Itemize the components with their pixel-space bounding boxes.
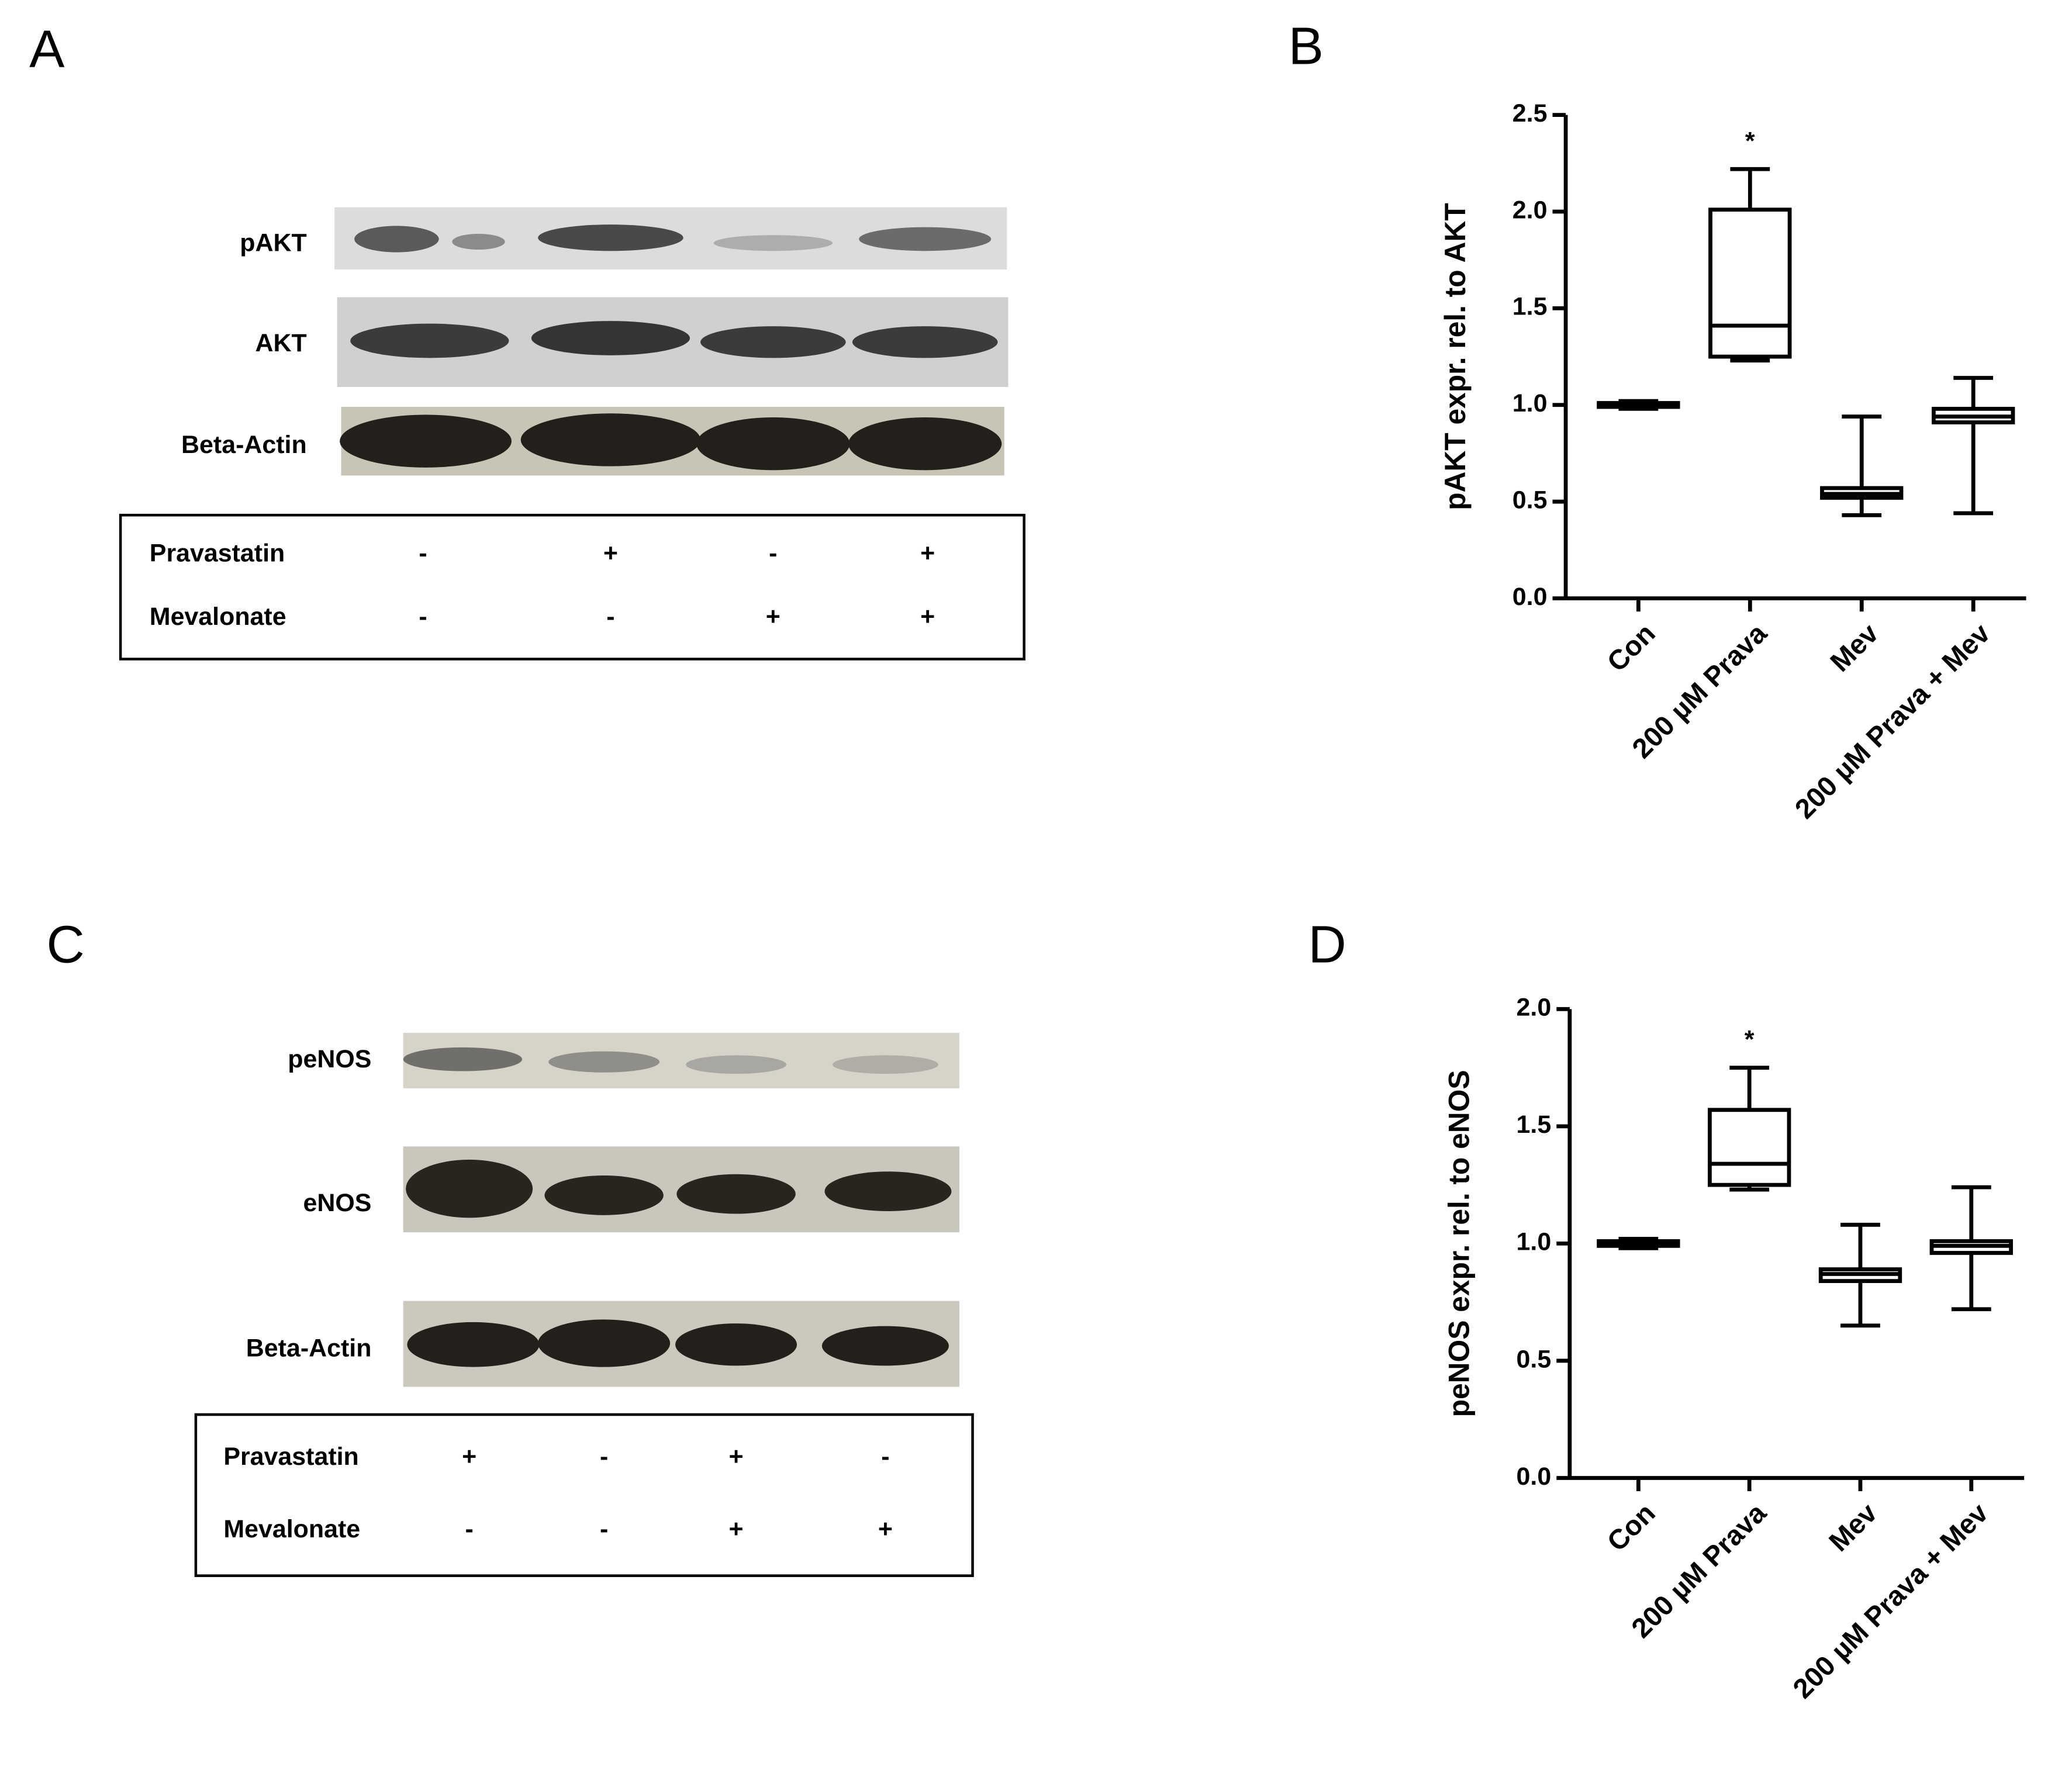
y-axis-label: peNOS expr. rel. to eNOS — [1443, 1070, 1476, 1417]
y-tick-label: 0.5 — [1512, 486, 1548, 514]
treatment-sign: + — [462, 1443, 476, 1471]
blot-row-label: Beta-Actin — [181, 431, 307, 459]
x-tick-label: Con — [1601, 1498, 1662, 1558]
treatment-sign: - — [600, 1515, 608, 1543]
y-tick-label: 1.0 — [1512, 389, 1548, 417]
treatment-sign: - — [419, 603, 427, 631]
panel-label: C — [47, 915, 85, 974]
y-axis-label: pAKT expr. rel. to AKT — [1439, 203, 1472, 510]
annotation: * — [1745, 1026, 1755, 1054]
treatment-sign: + — [878, 1515, 893, 1543]
blot-row-label: pAKT — [240, 229, 306, 257]
treatment-sign: - — [881, 1443, 889, 1471]
y-tick-label: 0.0 — [1512, 583, 1548, 611]
annotation: * — [1745, 127, 1755, 155]
treatment-sign: + — [729, 1515, 744, 1543]
x-tick-label: Mev — [1825, 618, 1885, 678]
blot-row-label: AKT — [255, 329, 306, 357]
treatment-sign: + — [603, 539, 618, 567]
treatment-sign: - — [606, 603, 614, 631]
treatment-sign: + — [920, 539, 935, 567]
treatment-sign: - — [419, 539, 427, 567]
treatment-name: Pravastatin — [223, 1443, 358, 1471]
treatment-sign: + — [729, 1443, 744, 1471]
y-tick-label: 1.5 — [1517, 1111, 1552, 1139]
treatment-sign: - — [600, 1443, 608, 1471]
treatment-sign: - — [465, 1515, 473, 1543]
panel-label: D — [1308, 915, 1346, 974]
y-tick-label: 2.5 — [1512, 99, 1548, 127]
panel-label: A — [29, 19, 65, 78]
blot-images — [119, 207, 1025, 1577]
treatment-sign: - — [769, 539, 777, 567]
y-tick-label: 1.5 — [1512, 293, 1548, 321]
blot-row-label: peNOS — [288, 1045, 371, 1073]
x-tick-label: 200 µM Prava + Mev — [1787, 1497, 1995, 1704]
y-tick-label: 1.0 — [1517, 1228, 1552, 1256]
x-tick-label: 200 µM Prava + Mev — [1789, 618, 1997, 825]
box — [1708, 208, 1792, 359]
y-tick-label: 2.0 — [1512, 196, 1548, 224]
y-tick-label: 0.5 — [1517, 1345, 1552, 1373]
x-tick-label: Mev — [1823, 1497, 1883, 1557]
treatment-sign: + — [920, 603, 935, 631]
box — [1708, 1108, 1791, 1187]
panel-label: B — [1289, 17, 1324, 76]
treatment-name: Mevalonate — [150, 603, 286, 631]
treatment-name: Pravastatin — [150, 539, 285, 567]
blot-row-label: Beta-Actin — [246, 1334, 372, 1363]
y-tick-label: 0.0 — [1517, 1462, 1552, 1491]
treatment-sign: + — [766, 603, 781, 631]
y-tick-label: 2.0 — [1517, 994, 1552, 1022]
treatment-name: Mevalonate — [223, 1515, 360, 1543]
x-tick-label: Con — [1601, 618, 1662, 678]
blot-row-label: eNOS — [303, 1189, 372, 1217]
